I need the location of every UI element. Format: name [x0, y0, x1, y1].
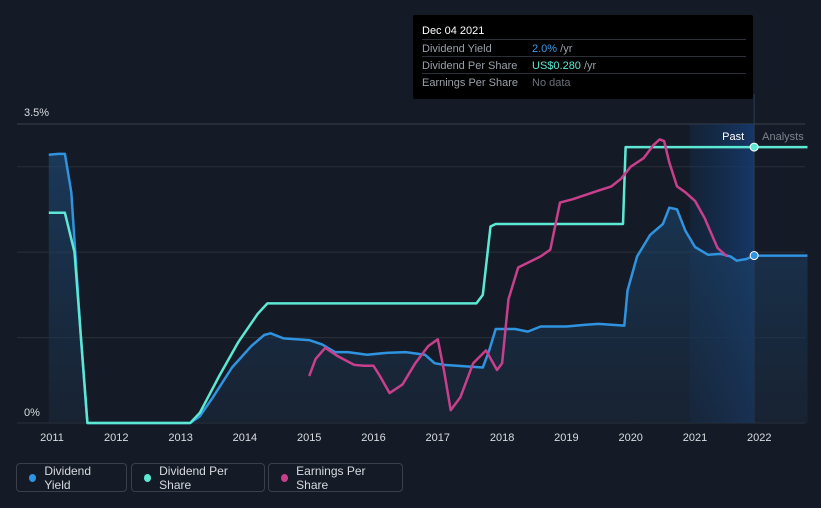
tooltip-label: Dividend Yield — [422, 43, 492, 55]
tooltip: Dec 04 2021 Dividend Yield 2.0% /yr Divi… — [413, 15, 753, 99]
series-line-earnings-per-share — [308, 138, 728, 412]
tooltip-row-dividend-per-share: Dividend Per Share US$0.280 /yr — [422, 56, 746, 74]
x-tick-label: 2015 — [297, 432, 321, 444]
x-tick-label: 2011 — [40, 432, 64, 444]
marker-dividend-yield — [749, 251, 759, 261]
legend-label: Dividend Per Share — [159, 463, 228, 492]
x-tick-label: 2013 — [168, 432, 192, 444]
legend-dot-icon — [281, 473, 289, 482]
x-tick-label: 2019 — [554, 432, 578, 444]
series-area-dividend-yield — [48, 153, 808, 423]
tooltip-value: US$0.280 /yr — [532, 60, 597, 72]
legend-dividend-per-share[interactable]: Dividend Per Share — [131, 463, 265, 492]
y-axis-bottom-label: 0% — [24, 407, 40, 419]
x-tick-label: 2017 — [426, 432, 450, 444]
x-tick-label: 2014 — [233, 432, 257, 444]
tooltip-date: Dec 04 2021 — [422, 25, 485, 37]
legend-earnings-per-share[interactable]: Earnings Per Share — [268, 463, 403, 492]
series-line-dividend-per-share — [48, 145, 808, 425]
tooltip-label: Dividend Per Share — [422, 60, 518, 72]
legend-label: Dividend Yield — [44, 463, 92, 492]
analysts-label: Analysts — [762, 131, 804, 143]
tooltip-row-earnings-per-share: Earnings Per Share No data — [422, 73, 746, 91]
y-axis-top-label: 3.5% — [24, 107, 49, 119]
series-line-dividend-yield — [48, 152, 808, 425]
tooltip-value: 2.0% /yr — [532, 43, 573, 55]
tooltip-label: Earnings Per Share — [422, 77, 518, 89]
tooltip-value: No data — [532, 77, 571, 89]
x-tick-label: 2018 — [490, 432, 514, 444]
legend-dividend-yield[interactable]: Dividend Yield — [16, 463, 127, 492]
x-tick-label: 2012 — [104, 432, 128, 444]
legend-dot-icon — [144, 473, 152, 482]
tooltip-row-dividend-yield: Dividend Yield 2.0% /yr — [422, 39, 746, 57]
x-tick-label: 2022 — [747, 432, 771, 444]
x-tick-label: 2016 — [361, 432, 385, 444]
legend-label: Earnings Per Share — [296, 463, 366, 492]
legend-dot-icon — [29, 473, 37, 482]
marker-dividend-per-share — [749, 142, 759, 152]
x-tick-label: 2020 — [618, 432, 642, 444]
past-label: Past — [722, 131, 744, 143]
x-tick-label: 2021 — [683, 432, 707, 444]
